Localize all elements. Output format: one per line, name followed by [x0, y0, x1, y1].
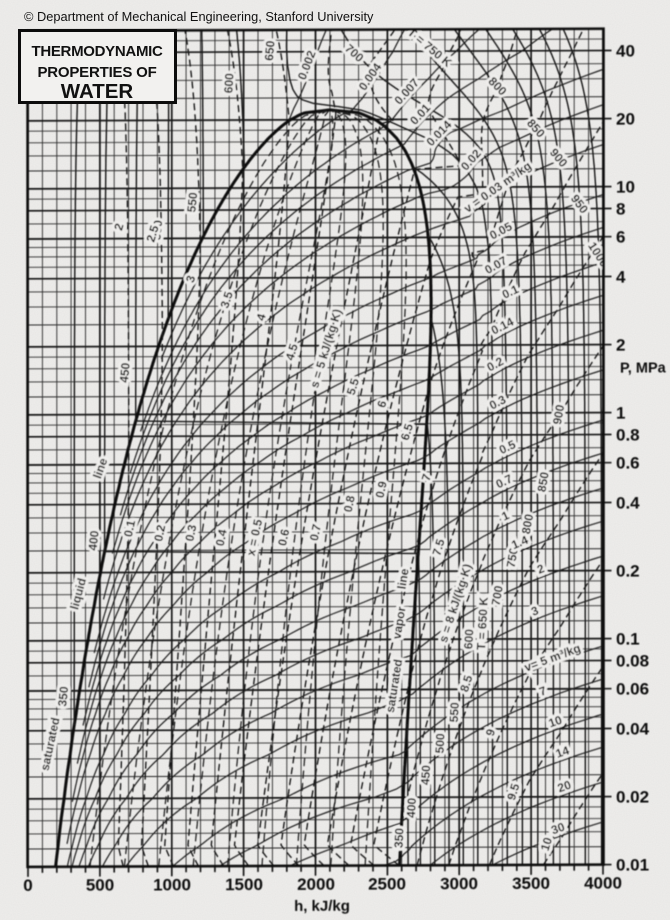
- svg-text:0.04: 0.04: [616, 720, 650, 739]
- svg-text:350: 350: [391, 827, 406, 848]
- svg-text:3000: 3000: [440, 874, 478, 893]
- svg-text:0.6: 0.6: [616, 454, 640, 473]
- svg-text:600: 600: [461, 628, 476, 649]
- svg-text:2000: 2000: [297, 875, 335, 894]
- svg-text:500: 500: [432, 733, 447, 754]
- svg-text:THERMODYNAMIC: THERMODYNAMIC: [31, 43, 163, 60]
- svg-text:0.7: 0.7: [307, 523, 324, 543]
- svg-text:1: 1: [616, 404, 625, 423]
- svg-text:2500: 2500: [368, 874, 406, 893]
- svg-text:h, kJ/kg: h, kJ/kg: [294, 898, 350, 915]
- svg-text:0.2: 0.2: [616, 562, 640, 581]
- svg-text:750: 750: [504, 546, 521, 568]
- svg-text:PROPERTIES OF: PROPERTIES OF: [37, 64, 156, 81]
- svg-text:0.1: 0.1: [121, 519, 138, 539]
- svg-text:550: 550: [447, 702, 462, 723]
- svg-text:0.4: 0.4: [616, 494, 640, 513]
- svg-text:0.4: 0.4: [213, 528, 230, 548]
- svg-text:4000: 4000: [584, 874, 622, 893]
- svg-text:400: 400: [86, 530, 102, 552]
- svg-text:0.01: 0.01: [616, 856, 649, 875]
- svg-text:0.6: 0.6: [275, 528, 292, 548]
- svg-text:900: 900: [550, 403, 567, 425]
- svg-text:0.08: 0.08: [616, 652, 649, 671]
- svg-text:350: 350: [55, 685, 71, 707]
- svg-text:700: 700: [489, 584, 506, 606]
- svg-text:6: 6: [616, 228, 625, 247]
- svg-text:0.2: 0.2: [151, 523, 168, 543]
- svg-text:850: 850: [535, 471, 552, 493]
- svg-text:500: 500: [86, 876, 114, 895]
- svg-text:550: 550: [184, 191, 200, 213]
- svg-text:650: 650: [262, 40, 278, 61]
- svg-text:0.8: 0.8: [616, 426, 640, 445]
- svg-text:3500: 3500: [512, 874, 550, 893]
- svg-text:WATER: WATER: [61, 80, 134, 103]
- svg-text:0.02: 0.02: [616, 788, 649, 807]
- svg-text:10: 10: [616, 178, 635, 197]
- svg-text:800: 800: [519, 513, 536, 535]
- svg-text:8: 8: [616, 200, 625, 219]
- svg-text:© Department of Mechanical Eng: © Department of Mechanical Engineering, …: [24, 9, 374, 24]
- svg-text:40: 40: [616, 42, 635, 61]
- svg-text:T = 650 K: T = 650 K: [474, 596, 491, 650]
- svg-text:0.1: 0.1: [616, 630, 640, 649]
- svg-text:4: 4: [616, 268, 626, 287]
- svg-text:0.06: 0.06: [616, 680, 649, 699]
- svg-text:450: 450: [418, 764, 433, 785]
- svg-text:0.3: 0.3: [182, 523, 199, 543]
- svg-text:450: 450: [117, 362, 133, 384]
- svg-text:line: line: [395, 567, 412, 590]
- svg-text:400: 400: [404, 797, 419, 818]
- svg-text:1500: 1500: [225, 875, 263, 894]
- svg-text:0.9: 0.9: [373, 480, 390, 500]
- svg-text:0: 0: [23, 876, 32, 895]
- svg-text:0.8: 0.8: [341, 494, 358, 514]
- svg-text:500: 500: [149, 219, 165, 241]
- svg-text:2: 2: [616, 336, 625, 355]
- svg-text:600: 600: [221, 73, 236, 94]
- svg-text:P, MPa: P, MPa: [620, 360, 667, 376]
- svg-text:20: 20: [616, 110, 635, 129]
- svg-text:1000: 1000: [153, 875, 191, 894]
